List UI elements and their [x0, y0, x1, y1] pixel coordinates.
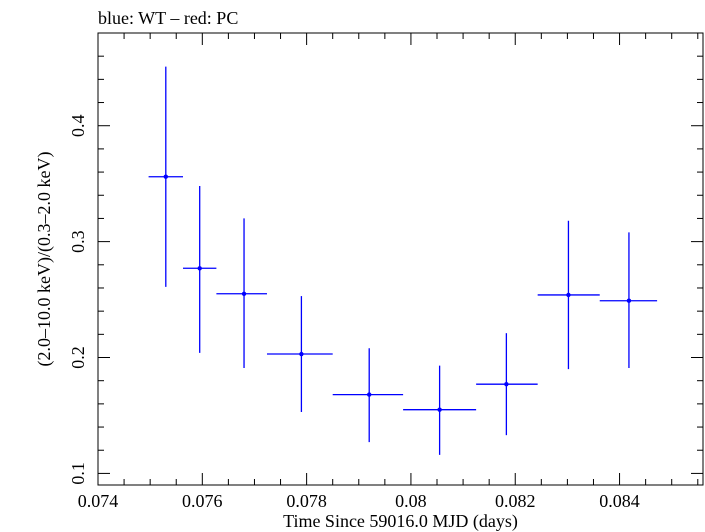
point-marker [504, 381, 509, 387]
chart-title: blue: WT – red: PC [98, 8, 238, 28]
point-marker [197, 266, 202, 271]
y-tick-label: 0.1 [68, 462, 88, 485]
y-tick-label: 0.4 [68, 114, 88, 137]
data-point [216, 218, 267, 368]
point-marker [163, 174, 169, 179]
data-point [403, 365, 477, 455]
x-tick-label: 0.08 [395, 491, 427, 511]
data-point [266, 296, 333, 412]
point-marker [299, 351, 304, 357]
data-point [599, 232, 658, 368]
x-tick-label: 0.078 [286, 491, 327, 511]
x-tick-label: 0.076 [182, 491, 223, 511]
point-marker [626, 298, 632, 303]
data-point [332, 348, 404, 443]
data-point [183, 185, 217, 353]
y-axis: 0.1 0.2 0.3 0.4 [68, 32, 703, 485]
point-marker [367, 392, 372, 397]
point-marker [566, 292, 571, 298]
point-marker [241, 291, 247, 296]
data-point [148, 66, 184, 287]
data-points [148, 66, 658, 455]
data-point [476, 333, 538, 436]
x-tick-label: 0.084 [599, 491, 640, 511]
y-tick-label: 0.2 [68, 346, 88, 369]
plot-frame [97, 32, 704, 486]
x-axis: 0.074 0.076 0.078 0.08 0.082 0.084 [78, 33, 699, 511]
x-axis-label: Time Since 59016.0 MJD (days) [283, 511, 518, 532]
x-tick-label: 0.082 [495, 491, 536, 511]
y-axis-label: (2.0–10.0 keV)/(0.3–2.0 keV) [34, 152, 55, 367]
y-tick-label: 0.3 [68, 230, 88, 253]
point-marker [437, 407, 442, 412]
data-point [537, 220, 600, 370]
x-tick-label: 0.074 [78, 491, 119, 511]
